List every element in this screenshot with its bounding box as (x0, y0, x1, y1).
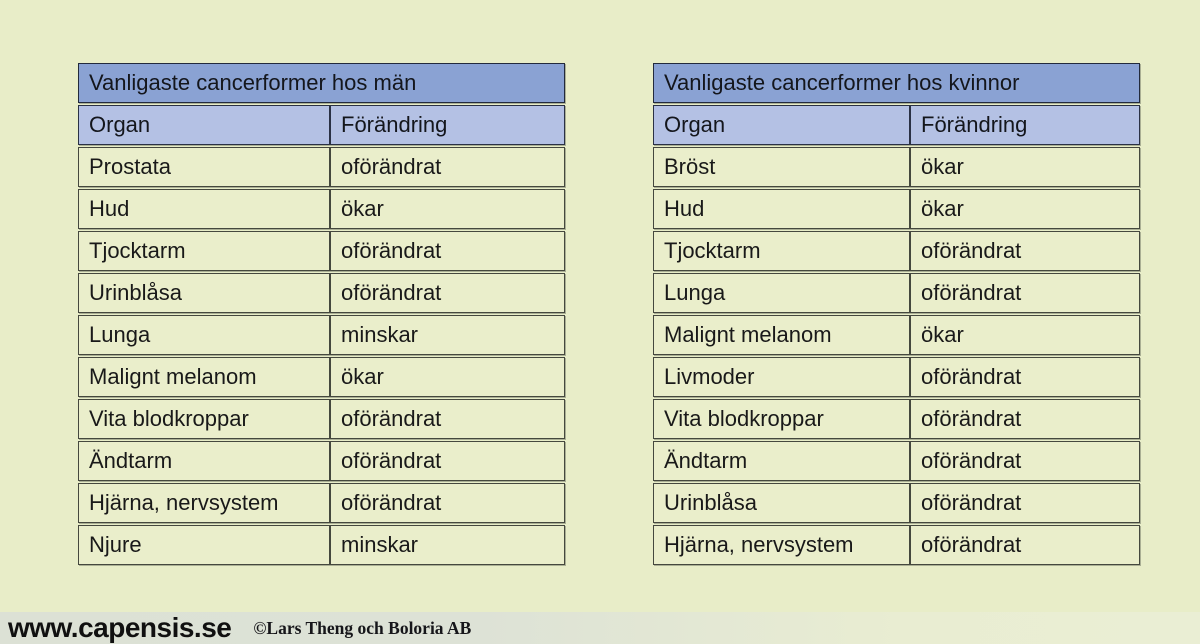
change-cell: oförändrat (330, 441, 565, 481)
organ-cell: Tjocktarm (653, 231, 910, 271)
change-cell: oförändrat (910, 483, 1140, 523)
table-title-row: Vanligaste cancerformer hos män (78, 63, 565, 103)
table-row: Urinblåsa oförändrat (78, 273, 565, 313)
change-cell: ökar (910, 315, 1140, 355)
organ-cell: Tjocktarm (78, 231, 330, 271)
change-cell: ökar (910, 189, 1140, 229)
tables-row: Vanligaste cancerformer hos män Organ Fö… (78, 61, 1140, 567)
change-cell: oförändrat (330, 273, 565, 313)
change-cell: oförändrat (330, 483, 565, 523)
table-row: Hjärna, nervsystem oförändrat (78, 483, 565, 523)
organ-cell: Hud (78, 189, 330, 229)
organ-cell: Urinblåsa (653, 483, 910, 523)
table-row: Tjocktarm oförändrat (653, 231, 1140, 271)
table-row: Vita blodkroppar oförändrat (653, 399, 1140, 439)
change-cell: oförändrat (330, 231, 565, 271)
table-row: Malignt melanom ökar (78, 357, 565, 397)
organ-cell: Hjärna, nervsystem (78, 483, 330, 523)
organ-cell: Bröst (653, 147, 910, 187)
table-header-row: Organ Förändring (78, 105, 565, 145)
change-cell: oförändrat (910, 525, 1140, 565)
table-row: Njure minskar (78, 525, 565, 565)
table-row: Hud ökar (78, 189, 565, 229)
table-row: Urinblåsa oförändrat (653, 483, 1140, 523)
change-cell: ökar (330, 189, 565, 229)
table-cancer-women: Vanligaste cancerformer hos kvinnor Orga… (653, 61, 1140, 567)
organ-cell: Hud (653, 189, 910, 229)
change-cell: oförändrat (910, 273, 1140, 313)
change-cell: minskar (330, 315, 565, 355)
footer-bar: www.capensis.se ©Lars Theng och Boloria … (0, 612, 1200, 644)
organ-cell: Malignt melanom (653, 315, 910, 355)
organ-cell: Livmoder (653, 357, 910, 397)
site-url: www.capensis.se (8, 612, 232, 643)
table-row: Vita blodkroppar oförändrat (78, 399, 565, 439)
table-row: Malignt melanom ökar (653, 315, 1140, 355)
table-header-row: Organ Förändring (653, 105, 1140, 145)
table-row: Bröst ökar (653, 147, 1140, 187)
table-row: Lunga minskar (78, 315, 565, 355)
column-header-organ: Organ (78, 105, 330, 145)
change-cell: oförändrat (910, 441, 1140, 481)
table-row: Hud ökar (653, 189, 1140, 229)
column-header-forandring: Förändring (330, 105, 565, 145)
organ-cell: Urinblåsa (78, 273, 330, 313)
organ-cell: Vita blodkroppar (78, 399, 330, 439)
column-header-forandring: Förändring (910, 105, 1140, 145)
table-title-women: Vanligaste cancerformer hos kvinnor (653, 63, 1140, 103)
organ-cell: Ändtarm (78, 441, 330, 481)
table-row: Ändtarm oförändrat (653, 441, 1140, 481)
organ-cell: Prostata (78, 147, 330, 187)
change-cell: oförändrat (910, 231, 1140, 271)
table-title-men: Vanligaste cancerformer hos män (78, 63, 565, 103)
organ-cell: Malignt melanom (78, 357, 330, 397)
table-row: Livmoder oförändrat (653, 357, 1140, 397)
organ-cell: Hjärna, nervsystem (653, 525, 910, 565)
change-cell: ökar (910, 147, 1140, 187)
change-cell: oförändrat (330, 399, 565, 439)
change-cell: minskar (330, 525, 565, 565)
organ-cell: Lunga (78, 315, 330, 355)
table-row: Lunga oförändrat (653, 273, 1140, 313)
copyright-text: ©Lars Theng och Boloria AB (253, 617, 472, 638)
organ-cell: Vita blodkroppar (653, 399, 910, 439)
change-cell: oförändrat (910, 399, 1140, 439)
change-cell: oförändrat (910, 357, 1140, 397)
table-row: Ändtarm oförändrat (78, 441, 565, 481)
organ-cell: Njure (78, 525, 330, 565)
table-row: Tjocktarm oförändrat (78, 231, 565, 271)
column-header-organ: Organ (653, 105, 910, 145)
change-cell: oförändrat (330, 147, 565, 187)
table-title-row: Vanligaste cancerformer hos kvinnor (653, 63, 1140, 103)
change-cell: ökar (330, 357, 565, 397)
table-row: Hjärna, nervsystem oförändrat (653, 525, 1140, 565)
organ-cell: Ändtarm (653, 441, 910, 481)
table-cancer-men: Vanligaste cancerformer hos män Organ Fö… (78, 61, 565, 567)
table-row: Prostata oförändrat (78, 147, 565, 187)
organ-cell: Lunga (653, 273, 910, 313)
